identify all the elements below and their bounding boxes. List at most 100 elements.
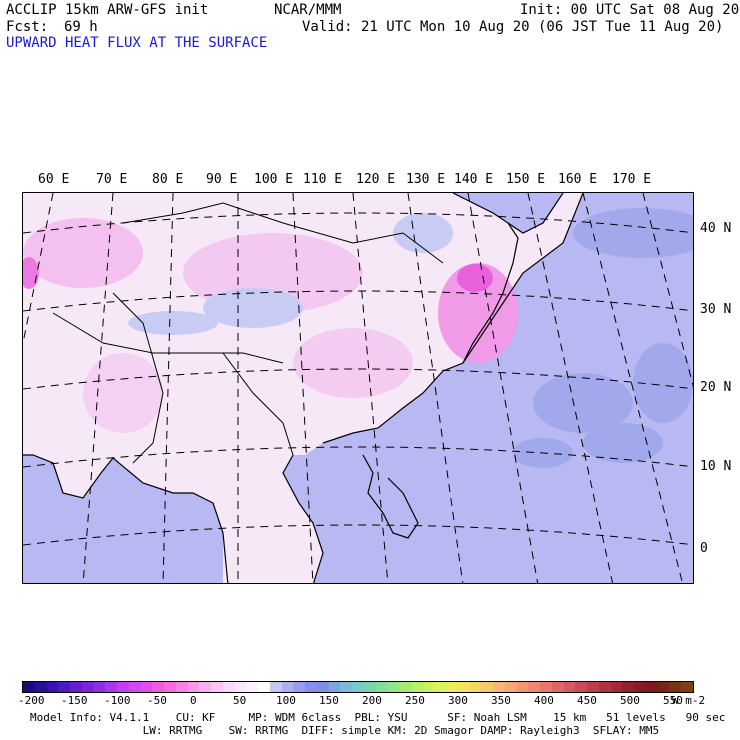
colorbar-swatch (352, 682, 364, 692)
colorbar-swatch (23, 682, 35, 692)
colorbar-swatch (222, 682, 235, 692)
colorbar-swatch (504, 682, 517, 692)
colorbar-swatch (105, 682, 117, 692)
map-canvas (23, 193, 693, 583)
org-label: NCAR/MMM (274, 2, 342, 18)
colorbar-tick: -100 (104, 694, 131, 707)
colorbar-swatch (634, 682, 646, 692)
colorbar-swatch (128, 682, 141, 692)
field-title: UPWARD HEAT FLUX AT THE SURFACE (6, 35, 268, 51)
colorbar-tick: 300 (448, 694, 468, 707)
colorbar-swatch (340, 682, 352, 692)
colorbar-swatch (446, 682, 458, 692)
colorbar-swatch (610, 682, 623, 692)
longitude-label: 100 E (254, 172, 294, 187)
colorbar-swatch (281, 682, 294, 692)
colorbar-swatch (457, 682, 470, 692)
longitude-label: 60 E (38, 172, 70, 187)
colorbar-swatch (70, 682, 82, 692)
colorbar-swatch (481, 682, 493, 692)
colorbar-swatch (93, 682, 106, 692)
colorbar-tick: 100 (276, 694, 296, 707)
init-time: Init: 00 UTC Sat 08 Aug 20 (520, 2, 740, 18)
colorbar-swatch (316, 682, 329, 692)
longitude-label: 80 E (152, 172, 184, 187)
colorbar-swatch (493, 682, 505, 692)
ocean-flux-patches (513, 208, 693, 468)
colorbar-swatch (375, 682, 388, 692)
colorbar-swatch (516, 682, 529, 692)
model-info-line2: LW: RRTMG SW: RRTMG DIFF: simple KM: 2D … (30, 724, 660, 737)
longitude-label: 120 E (356, 172, 396, 187)
country-borders (52, 202, 444, 464)
colorbar-swatch (563, 682, 576, 692)
colorbar-swatch (58, 682, 70, 692)
land-low-flux (128, 213, 453, 335)
colorbar-tick: 0 (190, 694, 197, 707)
colorbar-tick: 150 (319, 694, 339, 707)
colorbar-swatch (422, 682, 435, 692)
colorbar-tick: 550 (663, 694, 683, 707)
coastlines (23, 193, 584, 583)
colorbar-swatch (140, 682, 153, 692)
colorbar-tick: 350 (491, 694, 511, 707)
colorbar-swatch (387, 682, 399, 692)
colorbar-swatch (258, 682, 270, 692)
colorbar-tick: -150 (61, 694, 88, 707)
colorbar-swatch (269, 682, 282, 692)
colorbar-swatch (551, 682, 564, 692)
colorbar-swatch (434, 682, 446, 692)
colorbar-swatch (199, 682, 211, 692)
colorbar-swatch (587, 682, 599, 692)
longitude-label: 160 E (558, 172, 598, 187)
japan-sea-flux (438, 263, 518, 363)
flux-maximum (457, 264, 493, 292)
longitude-label: 130 E (406, 172, 446, 187)
colorbar-swatch (469, 682, 482, 692)
colorbar-tick: 450 (577, 694, 597, 707)
colorbar-tick: 200 (362, 694, 382, 707)
colorbar-swatch (152, 682, 164, 692)
colorbar-swatch (399, 682, 411, 692)
colorbar-swatch (81, 682, 94, 692)
longitude-label: 170 E (612, 172, 652, 187)
colorbar-swatch (598, 682, 611, 692)
colorbar-swatch (305, 682, 317, 692)
colorbar-tick: 50 (233, 694, 247, 707)
colorbar-swatch (175, 682, 188, 692)
colorbar (22, 681, 694, 693)
colorbar-swatch (293, 682, 305, 692)
longitude-label: 150 E (506, 172, 546, 187)
colorbar-units: W m-2 (672, 694, 706, 707)
colorbar-swatch (234, 682, 247, 692)
colorbar-tick: -50 (147, 694, 167, 707)
colorbar-swatch (681, 682, 693, 692)
latitude-label: 20 N (700, 380, 732, 395)
colorbar-tick: -200 (18, 694, 45, 707)
colorbar-swatch (575, 682, 587, 692)
latitude-label: 40 N (700, 221, 732, 236)
colorbar-swatch (669, 682, 681, 692)
valid-time: Valid: 21 UTC Mon 10 Aug 20 (06 JST Tue … (302, 19, 724, 35)
colorbar-swatch (211, 682, 223, 692)
colorbar-tick: 400 (534, 694, 554, 707)
colorbar-swatch (187, 682, 200, 692)
model-info-line1: Model Info: V4.1.1 CU: KF MP: WDM 6class… (30, 711, 726, 724)
colorbar-swatch (246, 682, 258, 692)
colorbar-swatch (540, 682, 552, 692)
latitude-label: 30 N (700, 302, 732, 317)
model-title: ACCLIP 15km ARW-GFS init (6, 2, 209, 18)
latitude-label: 0 (700, 541, 708, 556)
graticule (23, 193, 693, 583)
colorbar-swatch (622, 682, 634, 692)
longitude-label: 90 E (206, 172, 238, 187)
colorbar-swatch (410, 682, 423, 692)
map-panel (22, 192, 694, 584)
colorbar-swatch (46, 682, 59, 692)
colorbar-swatch (657, 682, 670, 692)
colorbar-swatch (528, 682, 540, 692)
latitude-label: 10 N (700, 459, 732, 474)
colorbar-swatch (117, 682, 129, 692)
colorbar-swatch (645, 682, 658, 692)
colorbar-tick: 250 (405, 694, 425, 707)
